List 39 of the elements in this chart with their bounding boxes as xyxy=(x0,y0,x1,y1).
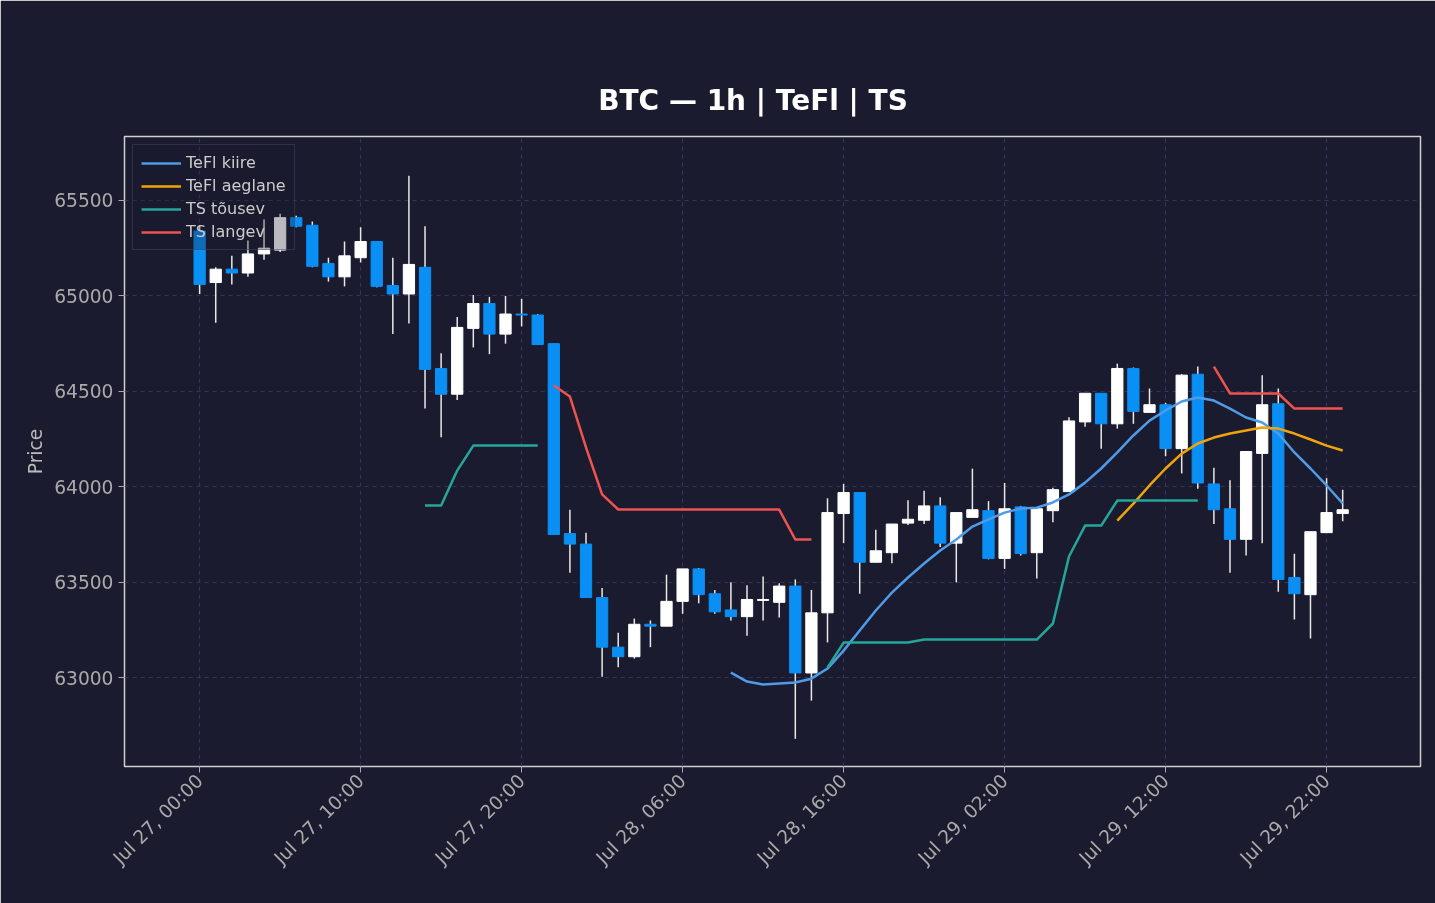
candlestick xyxy=(209,266,222,324)
candlestick xyxy=(756,575,770,622)
candlestick xyxy=(386,256,399,335)
candlestick xyxy=(837,483,850,544)
candlestick xyxy=(966,467,979,519)
candlestick xyxy=(708,589,721,615)
candlestick xyxy=(773,582,786,619)
candlestick xyxy=(354,226,367,264)
candlestick xyxy=(644,619,657,648)
legend-label: TeFl kiire xyxy=(186,153,256,172)
candlestick xyxy=(724,581,738,622)
candlestick xyxy=(338,240,351,288)
candlestick xyxy=(1143,387,1156,414)
y-tick-label: 63500 xyxy=(54,572,114,594)
candlestick xyxy=(241,239,255,278)
candlestick xyxy=(901,499,915,526)
y-tick-label: 64500 xyxy=(54,381,114,403)
candlestick xyxy=(322,256,335,283)
candlestick xyxy=(1288,552,1301,621)
candlestick xyxy=(499,295,512,345)
candlestick xyxy=(740,584,754,637)
y-tick-label: 65500 xyxy=(54,190,114,212)
line-series xyxy=(729,396,1344,686)
y-tick-label: 65000 xyxy=(54,285,114,307)
legend-label: TeFl aeglane xyxy=(186,176,286,195)
candlestick xyxy=(1320,477,1333,534)
candlestick xyxy=(917,489,931,525)
candlestick xyxy=(1336,488,1349,522)
chart-title: BTC — 1h | TeFl | TS xyxy=(598,83,908,117)
y-tick-label: 63000 xyxy=(54,667,114,689)
y-tick-label: 64000 xyxy=(54,476,114,498)
candlestick xyxy=(225,255,238,286)
candlestick xyxy=(869,529,882,563)
y-axis-title: Price xyxy=(25,428,47,475)
candlestick xyxy=(563,508,577,574)
legend-label: TS tõusev xyxy=(186,199,265,218)
candlestick xyxy=(515,298,528,328)
line-series xyxy=(1116,426,1344,522)
candlestick xyxy=(612,632,625,668)
